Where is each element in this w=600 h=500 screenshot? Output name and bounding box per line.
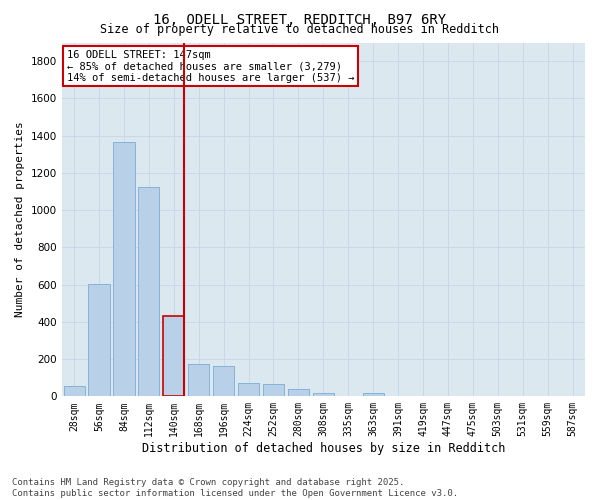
Bar <box>238 384 259 396</box>
Bar <box>188 364 209 396</box>
X-axis label: Distribution of detached houses by size in Redditch: Distribution of detached houses by size … <box>142 442 505 455</box>
Bar <box>362 392 384 396</box>
Bar <box>138 187 160 396</box>
Bar <box>313 392 334 396</box>
Text: Size of property relative to detached houses in Redditch: Size of property relative to detached ho… <box>101 22 499 36</box>
Y-axis label: Number of detached properties: Number of detached properties <box>15 122 25 318</box>
Bar <box>113 142 134 397</box>
Text: 16 ODELL STREET: 147sqm
← 85% of detached houses are smaller (3,279)
14% of semi: 16 ODELL STREET: 147sqm ← 85% of detache… <box>67 50 355 83</box>
Text: 16, ODELL STREET, REDDITCH, B97 6RY: 16, ODELL STREET, REDDITCH, B97 6RY <box>154 12 446 26</box>
Bar <box>88 284 110 397</box>
Text: Contains HM Land Registry data © Crown copyright and database right 2025.
Contai: Contains HM Land Registry data © Crown c… <box>12 478 458 498</box>
Bar <box>263 384 284 396</box>
Bar <box>288 389 309 396</box>
Bar <box>213 366 234 396</box>
Bar <box>163 316 184 396</box>
Bar <box>64 386 85 396</box>
